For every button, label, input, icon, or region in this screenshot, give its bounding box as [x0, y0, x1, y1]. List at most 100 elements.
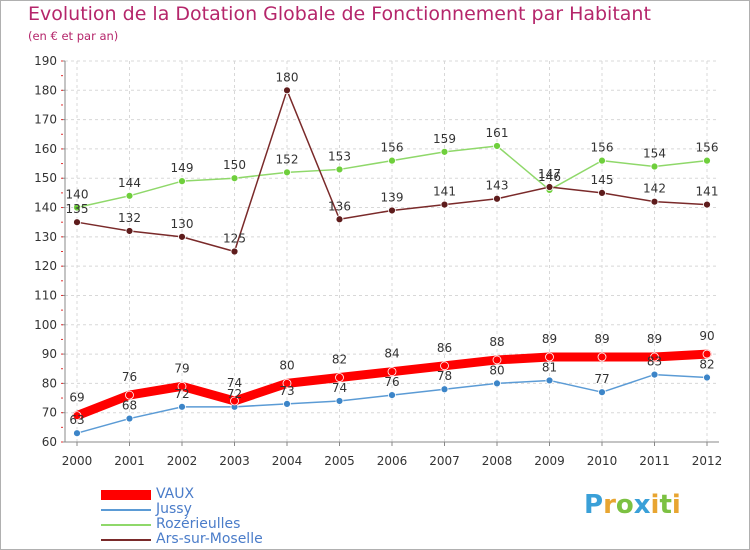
data-point-ars-sur-moselle [388, 206, 396, 215]
data-point-vaux [177, 381, 187, 391]
data-label-jussy: 73 [279, 384, 294, 398]
data-label-vaux: 88 [489, 335, 504, 349]
data-point-jussy [703, 373, 711, 382]
y-tick-label-150: 150 [34, 171, 57, 185]
data-point-jussy [73, 429, 81, 438]
proxiti-logo: Proxiti [584, 490, 681, 520]
grid [65, 60, 719, 443]
data-label-vaux: 80 [279, 358, 294, 372]
data-point-roz-rieulles [493, 142, 501, 150]
data-point-roz-rieulles [440, 147, 449, 156]
data-label-ars-sur-moselle: 125 [223, 232, 246, 246]
logo-letter: P [584, 490, 604, 520]
chart-title: Evolution de la Dotation Globale de Fonc… [28, 3, 651, 25]
data-point-roz-rieulles [598, 156, 606, 165]
data-point-ars-sur-moselle [440, 200, 449, 209]
logo-letter: i [671, 490, 681, 520]
data-point-roz-rieulles [230, 174, 239, 183]
data-label-vaux: 76 [122, 370, 137, 384]
data-point-vaux [440, 361, 449, 371]
legend-swatch-ars-sur-moselle [101, 539, 151, 541]
data-label-jussy: 83 [647, 355, 662, 369]
data-point-jussy [598, 388, 606, 397]
data-label-jussy: 74 [332, 381, 347, 395]
data-point-roz-rieulles [650, 162, 659, 171]
data-label-ars-sur-moselle: 135 [66, 202, 89, 216]
data-label-roz-rieulles: 161 [486, 126, 509, 140]
data-label-ars-sur-moselle: 136 [328, 199, 351, 213]
axes: 60 70 80 90 100 110 120 130 140 150 160 170 180 190 20… [34, 54, 722, 468]
data-label-vaux: 89 [647, 332, 662, 346]
data-point-roz-rieulles [178, 177, 186, 186]
data-label-roz-rieulles: 152 [276, 152, 299, 166]
data-label-roz-rieulles: 159 [433, 132, 456, 146]
legend-label-rozerieulles: Rozérieulles [156, 516, 241, 532]
legend-label-ars-sur-moselle: Ars-sur-Moselle [156, 531, 263, 547]
data-point-vaux [125, 390, 134, 400]
data-point-ars-sur-moselle [703, 200, 711, 209]
y-tick-label-120: 120 [34, 259, 57, 273]
data-point-vaux [597, 352, 607, 362]
data-label-jussy: 80 [489, 363, 504, 377]
data-point-roz-rieulles [335, 165, 344, 174]
data-label-ars-sur-moselle: 132 [118, 211, 141, 225]
data-point-vaux [230, 396, 239, 406]
y-tick-label-70: 70 [42, 406, 57, 420]
data-point-vaux [335, 373, 344, 382]
data-label-vaux: 86 [437, 341, 452, 355]
y-tick-label-170: 170 [34, 113, 57, 127]
data-point-jussy [283, 399, 291, 408]
data-label-ars-sur-moselle: 141 [433, 185, 456, 199]
data-point-jussy [440, 385, 449, 394]
data-point-jussy [545, 376, 554, 385]
data-point-ars-sur-moselle [545, 183, 554, 191]
data-label-roz-rieulles: 144 [118, 176, 141, 190]
logo-letter: r [603, 490, 616, 520]
x-tick-label-2006: 2006 [377, 454, 408, 468]
data-label-jussy: 76 [384, 375, 399, 389]
data-label-roz-rieulles: 149 [171, 161, 194, 175]
data-label-roz-rieulles: 156 [381, 141, 404, 155]
data-point-roz-rieulles [388, 156, 396, 165]
data-label-roz-rieulles: 156 [696, 141, 719, 155]
logo-letter: t [659, 490, 672, 520]
data-point-vaux [702, 349, 712, 359]
data-label-jussy: 78 [437, 369, 452, 383]
data-point-ars-sur-moselle [493, 194, 501, 203]
logo-letter: o [615, 490, 634, 520]
data-point-ars-sur-moselle [73, 218, 81, 227]
data-label-roz-rieulles: 140 [66, 188, 89, 202]
data-point-ars-sur-moselle [598, 188, 606, 197]
data-label-jussy: 81 [542, 360, 557, 374]
data-point-jussy [178, 402, 186, 411]
data-point-ars-sur-moselle [230, 247, 239, 256]
data-point-jussy [388, 391, 396, 400]
data-point-roz-rieulles [125, 191, 134, 200]
data-label-vaux: 82 [332, 353, 347, 367]
data-point-jussy [650, 370, 659, 379]
legend-swatch-vaux [101, 490, 151, 500]
data-label-vaux: 89 [542, 332, 557, 346]
data-label-roz-rieulles: 150 [223, 158, 246, 172]
y-tick-label-180: 180 [34, 83, 57, 97]
data-label-ars-sur-moselle: 145 [591, 173, 614, 187]
data-point-vaux [282, 378, 292, 388]
y-tick-label-90: 90 [42, 347, 57, 361]
x-tick-label-2009: 2009 [534, 454, 565, 468]
chart-subtitle: (en € et par an) [28, 29, 119, 43]
data-label-vaux: 84 [384, 347, 399, 361]
data-label-jussy: 72 [174, 387, 189, 401]
data-point-vaux [387, 367, 397, 377]
data-point-vaux [72, 411, 82, 421]
legend-label-vaux: VAUX [156, 486, 195, 502]
data-label-ars-sur-moselle: 142 [643, 182, 666, 196]
data-label-jussy: 68 [122, 399, 137, 413]
y-tick-label-190: 190 [34, 54, 57, 68]
data-point-vaux [650, 352, 659, 362]
data-label-ars-sur-moselle: 130 [171, 217, 194, 231]
x-tick-label-2007: 2007 [429, 454, 460, 468]
data-label-vaux: 69 [69, 391, 84, 405]
y-tick-label-160: 160 [34, 142, 57, 156]
x-tick-label-2005: 2005 [324, 454, 355, 468]
